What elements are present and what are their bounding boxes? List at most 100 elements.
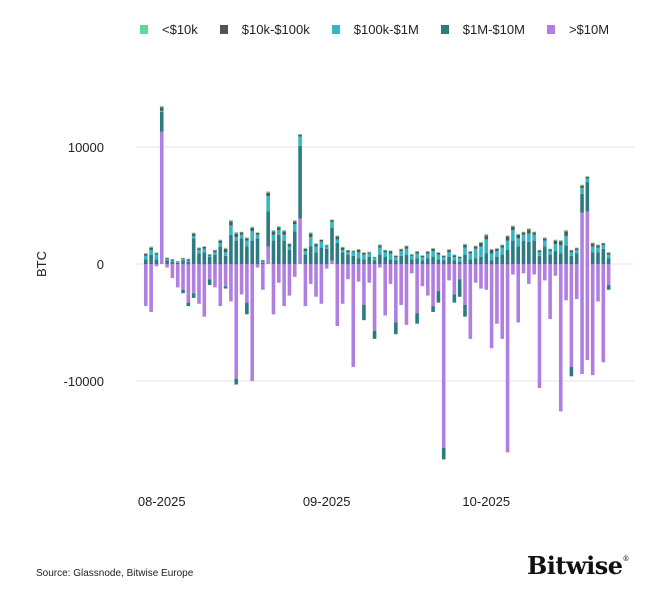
bar-segment [197,248,201,250]
bar-segment [186,260,191,262]
bar-segment [277,226,281,228]
bar-segment [271,264,276,315]
bar-segment [351,255,356,264]
y-axis-label: BTC [34,251,49,277]
bar-segment [457,264,462,280]
bar-segment [425,264,430,296]
bar-segment [378,247,382,255]
bar-segment [436,259,441,264]
bar-segment [378,264,382,268]
bar-segment [319,241,324,248]
bar-segment [505,264,510,453]
bar-segment [511,240,515,264]
bar-segment [569,255,574,264]
bar-segment [229,264,233,302]
bar-segment [473,245,478,247]
bar-segment [330,220,334,222]
legend-label: $1M-$10M [462,22,525,37]
bar-segment [484,239,489,254]
bar-segment [165,258,169,260]
bar-segment [324,248,329,264]
bar-segment [425,251,430,254]
bar-segment [218,264,223,307]
bar-segment [234,378,239,385]
bar-segment [330,260,334,264]
bar-segment [287,246,292,250]
bar-segment [250,264,254,381]
bar-segment [457,279,462,297]
bar-segment [191,293,196,298]
legend-item-1m-10m: $1M-$10M [440,22,525,37]
bar-segment [585,211,590,264]
bar-segment [468,253,473,260]
bar-segment [170,258,175,260]
bar-segment [340,249,345,253]
bar-segment [580,187,584,194]
bar-segment [239,234,244,239]
bar-segment [239,238,244,264]
bar-segment [500,244,505,246]
bar-segment [277,264,281,283]
bar-segment [399,255,403,264]
bar-segment [213,264,217,288]
bar-segment [527,241,531,264]
bar-segment [404,245,409,247]
bar-segment [245,240,249,247]
bar-segment [356,264,361,282]
bar-segment [181,257,185,259]
bar-segment [431,264,435,307]
bar-segment [255,238,260,264]
bar-segment [420,255,425,256]
bar-segment [473,248,478,259]
bar-segment [292,231,297,264]
bar-segment [271,234,276,241]
bar-segment [404,246,409,249]
bar-segment [292,220,297,222]
bar-segment [351,251,356,253]
bar-segment [447,264,451,281]
bar-segment [378,245,382,248]
bar-segment [159,107,164,111]
bar-segment [585,264,590,360]
bar-segment [250,240,254,264]
bar-segment [324,244,329,246]
bar-segment [596,252,600,264]
bar-segment [330,227,334,261]
bar-segment [186,261,191,264]
bar-segment [585,178,590,183]
bar-segment [218,242,223,247]
bar-segment [223,264,228,287]
bar-segment [447,256,451,264]
bar-segment [330,219,334,221]
bar-segment [574,253,579,264]
bar-segment [202,248,207,253]
bar-segment [457,261,462,264]
bar-segment [420,255,425,257]
bar-segment [463,254,467,264]
bar-segment [580,193,584,213]
bar-segment [223,247,228,249]
bar-segment [277,230,281,235]
bar-segment [548,264,552,319]
bar-segment [495,264,499,324]
bar-segment [479,246,483,257]
bar-segment [425,253,430,259]
bar-segment [601,242,606,244]
bar-segment [207,254,212,256]
bar-segment [452,256,457,261]
bar-segment [601,248,606,264]
legend-label: >$10M [568,22,610,37]
bar-segment [223,252,228,256]
bar-segment [207,254,212,255]
bar-segment [144,259,148,264]
bar-segment [298,136,302,146]
bar-segment [324,245,329,247]
bar-segment [282,234,286,241]
bar-segment [569,252,574,256]
bar-segment [590,264,595,376]
legend-swatch [546,25,555,34]
bar-segment [489,249,494,254]
bar-segment [383,250,387,253]
bar-segment [255,234,260,239]
bar-segment [537,255,542,264]
